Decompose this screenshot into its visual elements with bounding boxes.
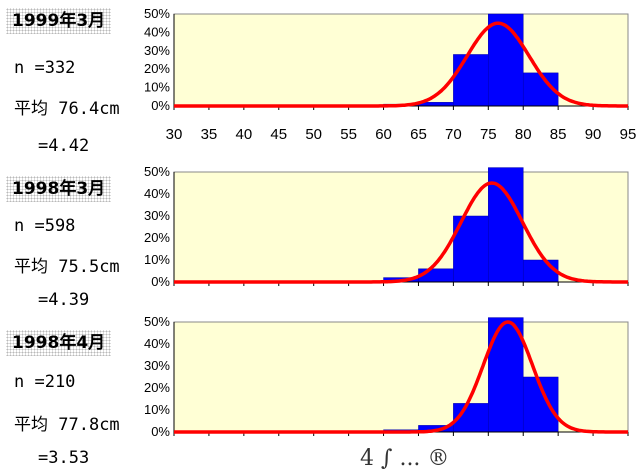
normal-curve: [174, 21, 628, 108]
plot-area: [173, 171, 629, 283]
y-tick-label: 30%: [144, 358, 170, 373]
sample-count: n =332: [14, 58, 76, 78]
y-tick-label: 0%: [151, 274, 170, 289]
date-label: 1998年4月: [6, 330, 112, 356]
y-tick-label: 20%: [144, 380, 170, 395]
date-label: 1998年3月: [6, 176, 112, 202]
histogram-bar: [488, 317, 524, 433]
mean-label: 平均: [14, 415, 48, 435]
sd-stat: =3.53: [38, 448, 90, 468]
x-tick-label: 35: [201, 126, 218, 143]
y-tick-label: 0%: [151, 424, 170, 439]
mean-label: 平均: [14, 99, 48, 119]
y-tick-label: 40%: [144, 186, 170, 201]
x-tick-label: 80: [515, 126, 532, 143]
y-tick-label: 40%: [144, 24, 170, 39]
histogram-panel-2: 1998年3月 n =598 平均 75.5cm =4.39: [6, 176, 120, 310]
y-tick-label: 0%: [151, 98, 170, 113]
date-label: 1999年3月: [6, 8, 112, 34]
plot-area: [173, 321, 629, 433]
x-tick-label: 90: [585, 126, 602, 143]
sd-stat: =4.39: [38, 290, 90, 310]
x-tick-label: 95: [620, 126, 637, 143]
mean-value: 75.5cm: [58, 257, 120, 277]
y-tick-label: 10%: [144, 252, 170, 267]
x-tick-label: 50: [305, 126, 322, 143]
y-tick-label: 10%: [144, 402, 170, 417]
histogram-bar: [522, 259, 559, 283]
y-tick-label: 40%: [144, 336, 170, 351]
sample-count: n =210: [14, 372, 76, 392]
x-tick-label: 75: [480, 126, 497, 143]
mean-label: 平均: [14, 257, 48, 277]
y-tick-label: 50%: [144, 314, 170, 329]
histogram-bar: [488, 13, 524, 107]
histogram-bar: [453, 54, 489, 107]
mean-value: 76.4cm: [58, 99, 120, 119]
x-tick-label: 70: [445, 126, 462, 143]
y-tick-label: 50%: [144, 164, 170, 179]
sample-count: n =598: [14, 216, 76, 236]
y-tick-label: 50%: [144, 6, 170, 21]
histogram-panel-1: 1999年3月 n =332 平均 76.4cm =4.42: [0, 0, 638, 160]
mean-stat: 平均 75.5cm: [14, 252, 120, 277]
mean-stat: 平均 76.4cm: [14, 94, 120, 119]
normal-curve: [174, 181, 628, 284]
normal-curve: [174, 320, 628, 434]
histogram-bar: [488, 167, 524, 283]
x-tick-label: 30: [166, 126, 183, 143]
mean-value: 77.8cm: [58, 415, 120, 435]
footer-mark: 4 ∫ ... ®: [360, 446, 450, 471]
y-tick-label: 30%: [144, 208, 170, 223]
x-tick-label: 85: [550, 126, 567, 143]
x-tick-label: 40: [236, 126, 253, 143]
x-tick-label: 55: [340, 126, 357, 143]
y-tick-label: 10%: [144, 80, 170, 95]
x-tick-label: 65: [410, 126, 427, 143]
mean-stat: 平均 77.8cm: [14, 410, 120, 435]
x-tick-label: 45: [270, 126, 287, 143]
plot-area: [173, 13, 629, 107]
y-tick-label: 20%: [144, 61, 170, 76]
y-tick-label: 20%: [144, 230, 170, 245]
x-tick-label: 60: [375, 126, 392, 143]
y-tick-label: 30%: [144, 43, 170, 58]
sd-stat: =4.42: [38, 136, 90, 156]
